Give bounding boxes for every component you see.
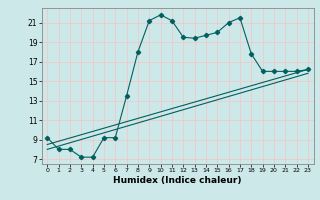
X-axis label: Humidex (Indice chaleur): Humidex (Indice chaleur): [113, 176, 242, 185]
